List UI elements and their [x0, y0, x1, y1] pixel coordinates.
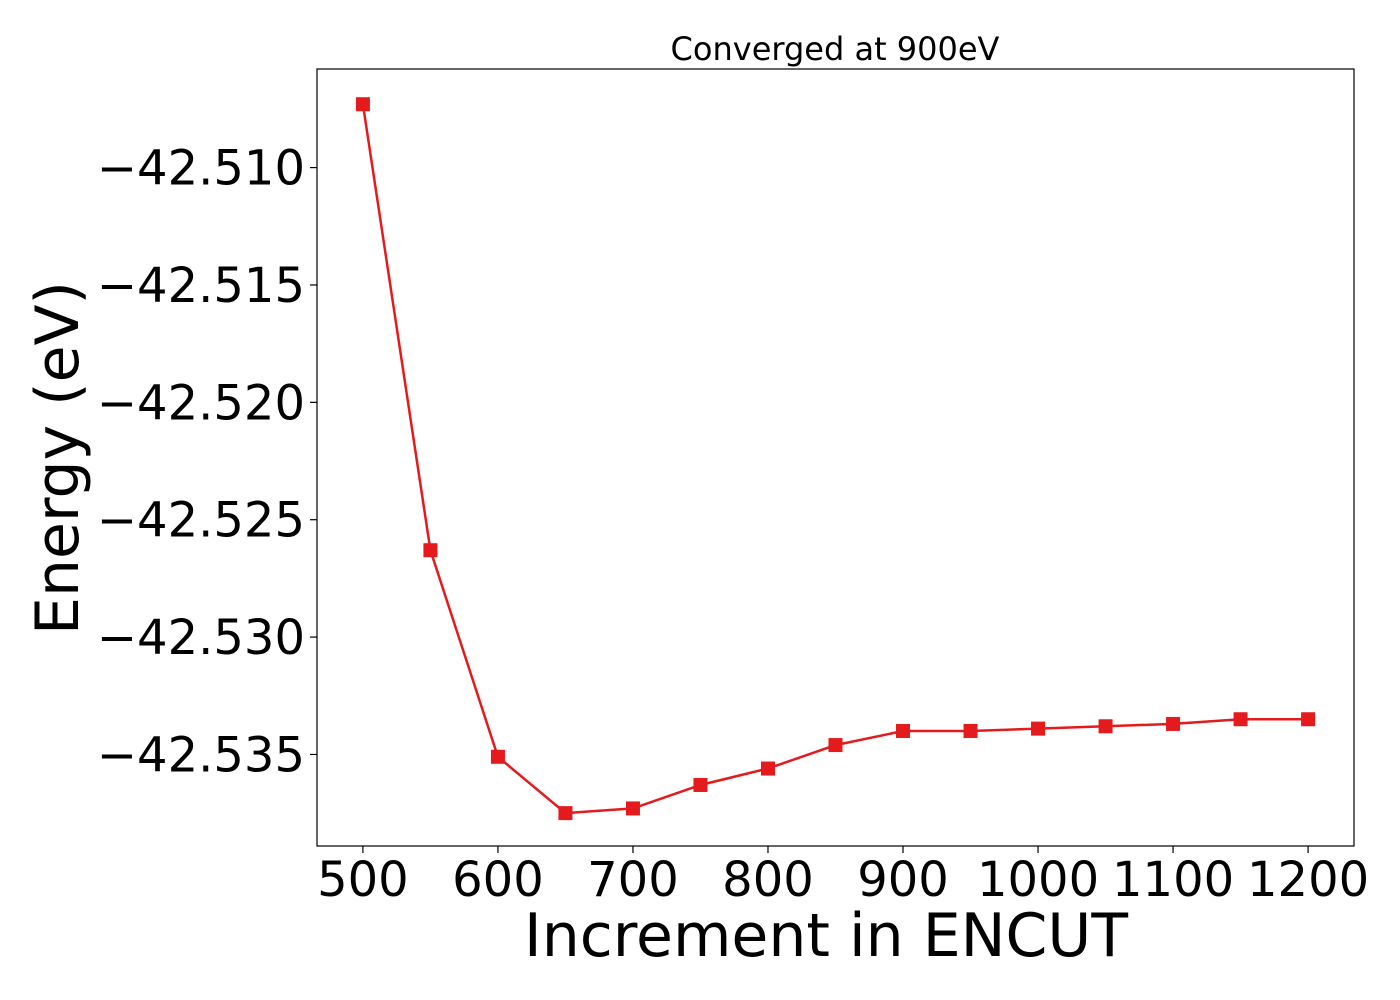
data-point-marker: [490, 749, 505, 764]
y-tick-label: −42.525: [97, 493, 305, 549]
y-tick-label: −42.520: [97, 375, 305, 431]
x-tick-label: 1200: [1247, 852, 1369, 908]
x-tick-label: 500: [317, 852, 409, 908]
y-axis-ticks: −42.510 −42.515 −42.520 −42.525 −42.530 −42.5…: [97, 141, 317, 783]
data-point-marker: [558, 806, 573, 821]
data-point-marker: [963, 723, 978, 738]
data-point-marker: [1301, 712, 1316, 727]
series-layer: [355, 97, 1316, 821]
x-tick-label: 900: [857, 852, 949, 908]
y-tick-label: −42.535: [97, 727, 305, 783]
data-point-marker: [1166, 716, 1181, 731]
y-tick-label: −42.530: [97, 610, 305, 666]
data-point-marker: [760, 761, 775, 776]
data-point-marker: [355, 97, 370, 112]
x-tick-label: 700: [587, 852, 679, 908]
data-point-marker: [693, 777, 708, 792]
x-axis-label: Increment in ENCUT: [524, 901, 1128, 971]
x-tick-label: 1000: [977, 852, 1099, 908]
data-point-marker: [828, 738, 843, 753]
plot-frame: [316, 68, 1355, 847]
data-point-marker: [423, 543, 438, 558]
series-line: [361, 104, 1309, 815]
data-point-marker: [1031, 721, 1046, 736]
x-tick-label: 600: [452, 852, 544, 908]
y-tick-label: −42.515: [97, 258, 305, 314]
y-tick-label: −42.510: [97, 141, 305, 197]
x-axis-ticks: 500 600 700 800 900 1000 1100 1200: [317, 846, 1369, 908]
y-axis-label: Energy (eV): [23, 281, 93, 635]
data-point-marker: [1233, 712, 1248, 727]
chart-title: Converged at 900eV: [671, 30, 1000, 68]
data-point-marker: [896, 723, 911, 738]
x-tick-label: 1100: [1112, 852, 1234, 908]
x-tick-label: 800: [722, 852, 814, 908]
data-point-marker: [1098, 719, 1113, 734]
data-point-marker: [625, 801, 640, 816]
